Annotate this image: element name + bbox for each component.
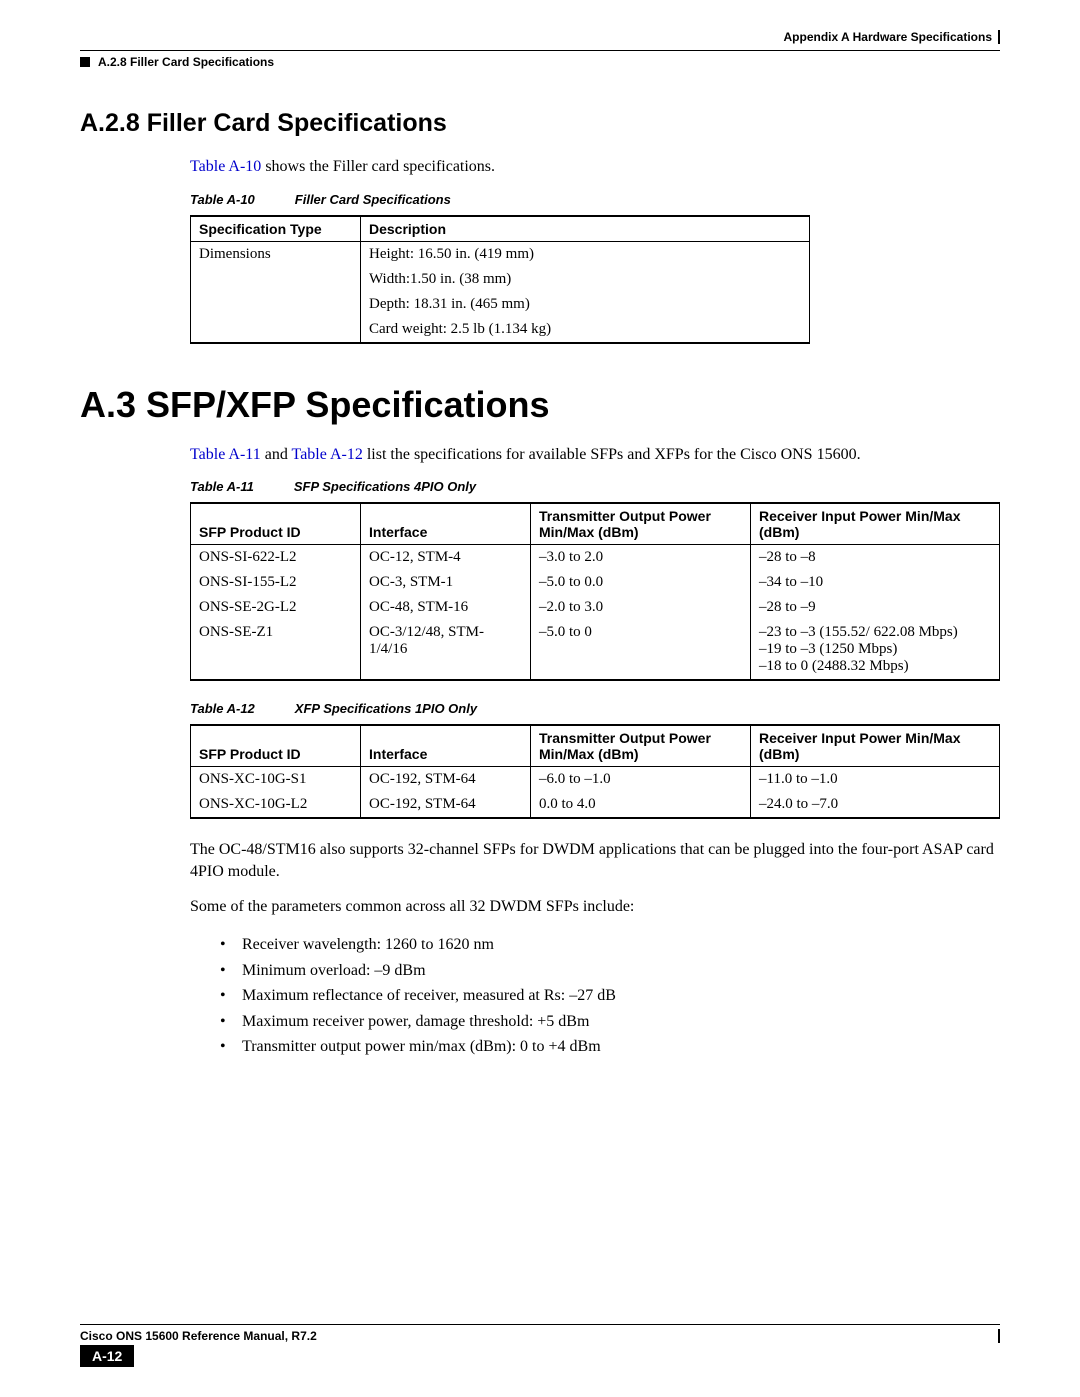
td: Height: 16.50 in. (419 mm) — [361, 241, 810, 267]
th: Transmitter Output Power Min/Max (dBm) — [531, 725, 751, 767]
para-common: Some of the parameters common across all… — [190, 896, 1000, 918]
header-divider — [998, 30, 1000, 44]
table-row: ONS-SE-2G-L2 OC-48, STM-16 –2.0 to 3.0 –… — [191, 595, 1000, 620]
square-icon — [80, 57, 90, 67]
th: Transmitter Output Power Min/Max (dBm) — [531, 503, 751, 545]
manual-title: Cisco ONS 15600 Reference Manual, R7.2 — [80, 1329, 317, 1343]
list-item: Minimum overload: –9 dBm — [220, 958, 1000, 984]
para-dwdm: The OC-48/STM16 also supports 32-channel… — [190, 839, 1000, 882]
table-a10: Specification Type Description Dimension… — [190, 215, 810, 344]
list-item: Receiver wavelength: 1260 to 1620 nm — [220, 932, 1000, 958]
list-item: Maximum receiver power, damage threshold… — [220, 1009, 1000, 1035]
th: Interface — [361, 503, 531, 545]
td: Card weight: 2.5 lb (1.134 kg) — [361, 317, 810, 343]
header-rule — [80, 50, 1000, 51]
table-row: Dimensions Height: 16.50 in. (419 mm) — [191, 241, 810, 267]
appendix-label: Appendix A Hardware Specifications — [784, 30, 993, 44]
th: Description — [361, 216, 810, 242]
table-row: ONS-XC-10G-L2 OC-192, STM-64 0.0 to 4.0 … — [191, 792, 1000, 818]
link-table-a12[interactable]: Table A-12 — [292, 446, 363, 463]
section-ref-row: A.2.8 Filler Card Specifications — [80, 55, 1000, 69]
footer-divider — [998, 1329, 1000, 1343]
page-header: Appendix A Hardware Specifications — [80, 30, 1000, 44]
heading-a3: A.3 SFP/XFP Specifications — [80, 384, 1000, 426]
section-ref: A.2.8 Filler Card Specifications — [98, 55, 274, 69]
link-table-a11[interactable]: Table A-11 — [190, 446, 261, 463]
bullet-list: Receiver wavelength: 1260 to 1620 nm Min… — [220, 932, 1000, 1060]
td: Width:1.50 in. (38 mm) — [361, 267, 810, 292]
caption-a12: Table A-12XFP Specifications 1PIO Only — [190, 701, 1000, 716]
intro-a3: Table A-11 and Table A-12 list the speci… — [190, 444, 1000, 466]
table-a12: SFP Product ID Interface Transmitter Out… — [190, 724, 1000, 819]
caption-a10: Table A-10Filler Card Specifications — [190, 192, 1000, 207]
table-row: Card weight: 2.5 lb (1.134 kg) — [191, 317, 810, 343]
th: SFP Product ID — [191, 503, 361, 545]
th: Receiver Input Power Min/Max (dBm) — [751, 725, 1000, 767]
table-row: ONS-XC-10G-S1 OC-192, STM-64 –6.0 to –1.… — [191, 767, 1000, 793]
table-row: ONS-SI-155-L2 OC-3, STM-1 –5.0 to 0.0 –3… — [191, 570, 1000, 595]
th: Receiver Input Power Min/Max (dBm) — [751, 503, 1000, 545]
table-row: ONS-SE-Z1 OC-3/12/48, STM-1/4/16 –5.0 to… — [191, 620, 1000, 680]
caption-a11: Table A-11SFP Specifications 4PIO Only — [190, 479, 1000, 494]
td: Dimensions — [191, 241, 361, 267]
table-row: Depth: 18.31 in. (465 mm) — [191, 292, 810, 317]
page-footer: Cisco ONS 15600 Reference Manual, R7.2 A… — [80, 1324, 1000, 1367]
link-table-a10[interactable]: Table A-10 — [190, 158, 261, 175]
td: Depth: 18.31 in. (465 mm) — [361, 292, 810, 317]
page-number: A-12 — [80, 1345, 134, 1367]
intro-a28: Table A-10 shows the Filler card specifi… — [190, 156, 1000, 178]
table-row: ONS-SI-622-L2 OC-12, STM-4 –3.0 to 2.0 –… — [191, 545, 1000, 571]
table-row: Width:1.50 in. (38 mm) — [191, 267, 810, 292]
th: Specification Type — [191, 216, 361, 242]
table-a11: SFP Product ID Interface Transmitter Out… — [190, 502, 1000, 681]
heading-a28: A.2.8 Filler Card Specifications — [80, 109, 1000, 138]
list-item: Maximum reflectance of receiver, measure… — [220, 983, 1000, 1009]
list-item: Transmitter output power min/max (dBm): … — [220, 1034, 1000, 1060]
th: SFP Product ID — [191, 725, 361, 767]
th: Interface — [361, 725, 531, 767]
